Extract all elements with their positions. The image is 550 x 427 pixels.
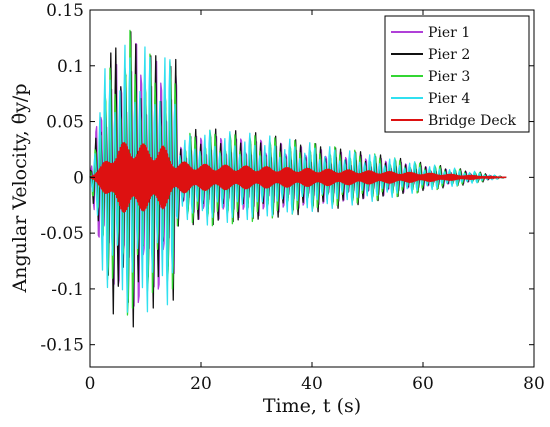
x-tick-label: 40 [301,374,323,394]
series-layer [89,29,507,328]
y-tick-label: -0.1 [51,280,84,300]
x-tick-label: 60 [412,374,434,394]
y-tick-label: -0.05 [40,224,84,244]
ticks-layer [89,9,535,367]
y-tick-label: 0.15 [46,1,84,21]
series-line-5 [89,142,507,213]
x-tick-label: 0 [85,374,96,394]
legend-box [384,15,530,133]
x-tick-label: 20 [190,374,212,394]
y-tick-label: 0.05 [46,113,84,133]
legend-label-4: Pier 4 [428,91,470,107]
x-axis-label: Time, t (s) [263,395,361,417]
series-line-4 [89,44,507,313]
legend-items: Pier 1 Pier 2 Pier 3 Pier 4 Bridge Deck [391,25,516,129]
legend-label-1: Pier 1 [428,25,470,41]
legend-label-2: Pier 2 [428,47,470,63]
tick-labels: 0 20 40 60 80 0.15 0.1 0.05 0 -0.05 -0.1 -0.15 [40,1,544,394]
y-axis-label: Angular Velocity, θ̇y/p [9,84,31,294]
y-tick-label: 0.1 [57,57,84,77]
legend-label-3: Pier 3 [428,69,470,85]
y-tick-label: -0.15 [40,336,84,356]
legend: Pier 1 Pier 2 Pier 3 Pier 4 Bridge Deck [384,15,530,133]
y-tick-label: 0 [73,168,84,188]
x-tick-label: 80 [523,374,545,394]
legend-label-5: Bridge Deck [428,113,516,129]
